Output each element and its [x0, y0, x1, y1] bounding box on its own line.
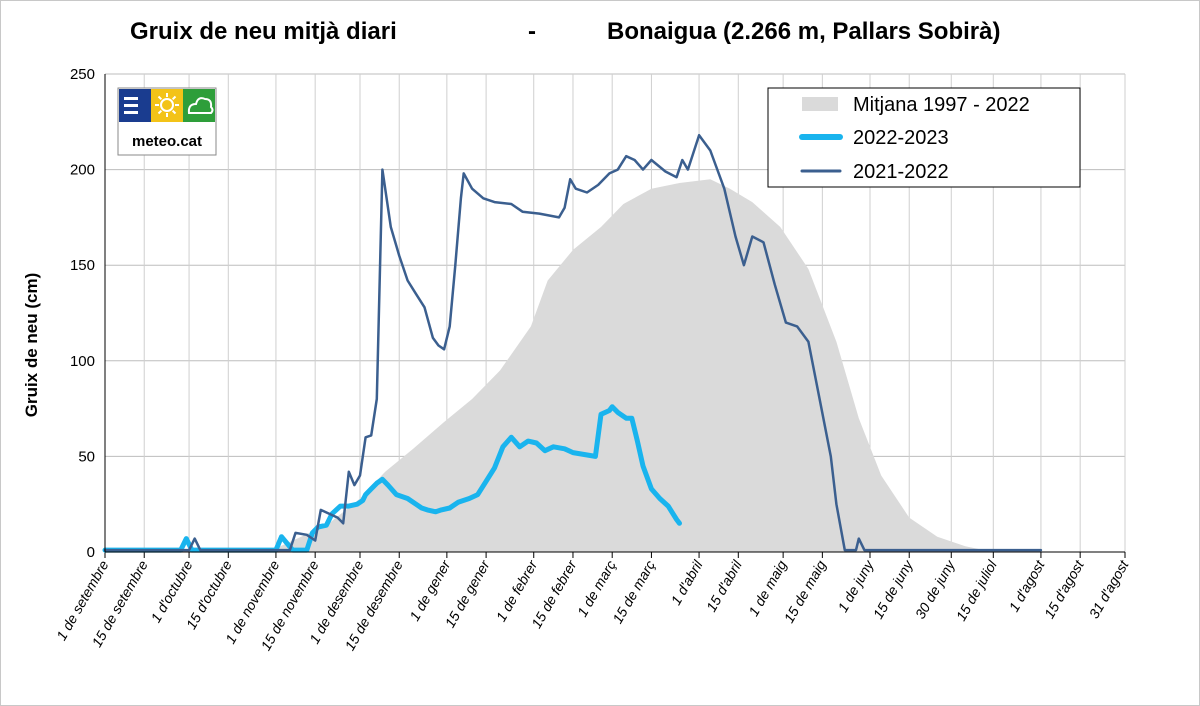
y-tick-label: 50 — [78, 448, 95, 465]
x-tick-label: 1 d'abril — [668, 557, 707, 608]
legend-label: 2021-2022 — [853, 161, 949, 183]
y-tick-label: 250 — [70, 66, 95, 83]
chart-title-left: Gruix de neu mitjà diari — [130, 18, 397, 45]
x-tick-label: 15 de juny — [870, 557, 917, 622]
legend-label: 2022-2023 — [853, 127, 949, 149]
y-tick-label: 0 — [87, 544, 95, 561]
x-tick-label: 1 de maig — [745, 557, 790, 618]
wind-bars-icon — [124, 111, 138, 114]
sun-ray — [171, 109, 177, 115]
legend: Mitjana 1997 - 2022 2022-2023 2021-2022 — [767, 87, 1081, 188]
x-tick-label: 1 de març — [574, 558, 619, 620]
x-tick-label: 1 d'agost — [1005, 557, 1048, 615]
meteo-cat-logo: meteo.cat — [117, 87, 217, 156]
chart-title-separator: - — [528, 18, 536, 45]
x-tick-label: 31 d'agost — [1086, 557, 1132, 622]
wind-bars-icon — [124, 104, 138, 107]
sun-ray — [157, 95, 163, 101]
cloud-icon — [187, 97, 214, 114]
y-tick-label: 150 — [70, 257, 95, 274]
y-tick-label: 100 — [70, 353, 95, 370]
legend-swatch — [802, 97, 838, 111]
x-tick-label: 30 de juny — [912, 557, 959, 622]
chart-title-right: Bonaigua (2.266 m, Pallars Sobirà) — [607, 18, 1000, 45]
y-tick-label: 200 — [70, 162, 95, 179]
logo-text: meteo.cat — [132, 133, 202, 150]
sun-icon — [160, 98, 174, 112]
x-tick-label: 15 d'abril — [703, 557, 745, 615]
legend-label: Mitjana 1997 - 2022 — [853, 94, 1030, 116]
x-tick-label: 15 de juliol — [953, 557, 1001, 624]
x-tick-label: 1 de juny — [834, 557, 877, 615]
y-axis-label: Gruix de neu (cm) — [22, 273, 41, 418]
sun-ray — [157, 109, 163, 115]
sun-ray — [171, 95, 177, 101]
wind-bars-icon — [124, 97, 138, 100]
series-line-2021-2022 — [103, 133, 1043, 552]
logo-green-block — [183, 89, 215, 122]
series-area-mitjana — [105, 179, 1125, 552]
x-tick-label: 15 d'agost — [1041, 557, 1087, 622]
